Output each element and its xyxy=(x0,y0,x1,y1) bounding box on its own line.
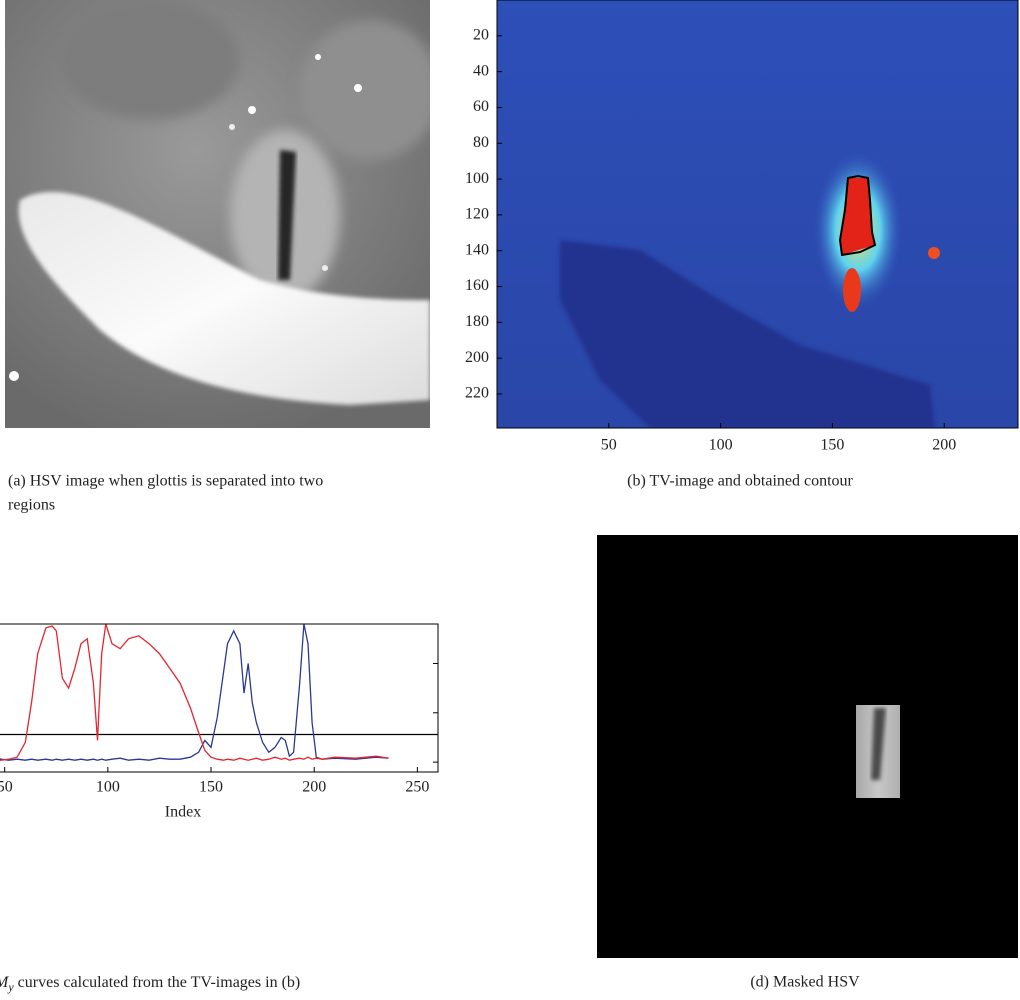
y-tick-label: 220 xyxy=(465,385,489,402)
x-tick-label: 100 xyxy=(709,437,733,454)
line-chart: 50 100 150 200 250 Index xyxy=(0,624,438,821)
series-line xyxy=(0,624,389,767)
y-tick-label: 100 xyxy=(465,170,489,187)
y-tick-label: 20 xyxy=(473,26,489,43)
x-tick-label: 250 xyxy=(405,779,429,796)
y-tick-label: 160 xyxy=(465,277,489,294)
heatmap-image xyxy=(497,0,1018,428)
masked-image xyxy=(597,535,1018,958)
caption: My curves calculated from the TV-images … xyxy=(0,974,300,994)
axes-frame xyxy=(0,624,438,772)
hsv-image xyxy=(5,0,440,428)
x-tick-label: 200 xyxy=(302,779,326,796)
caption: (b) TV-image and obtained contour xyxy=(627,473,853,490)
x-tick-label: 150 xyxy=(199,779,223,796)
y-tick-label: 80 xyxy=(473,134,489,151)
x-tick-label: 50 xyxy=(0,779,13,796)
y-tick-label: 40 xyxy=(473,62,489,79)
y-tick-label: 60 xyxy=(473,98,489,115)
caption: (d) Masked HSV xyxy=(750,974,860,991)
plot-area xyxy=(0,624,438,767)
x-tick-label: 150 xyxy=(820,437,844,454)
y-tick-label: 120 xyxy=(465,206,489,223)
figure: (a) HSV image when glottis is separated … xyxy=(0,0,1020,1000)
x-tick-label: 50 xyxy=(601,437,617,454)
x-axis-label: Index xyxy=(165,804,201,821)
caption-part: curves calculated from the TV-images in … xyxy=(14,974,301,991)
x-tick-label: 100 xyxy=(96,779,120,796)
y-tick-label: 200 xyxy=(465,349,489,366)
caption: regions xyxy=(8,497,55,514)
x-tick-label: 200 xyxy=(932,437,956,454)
caption: (a) HSV image when glottis is separated … xyxy=(8,473,323,490)
y-tick-label: 140 xyxy=(465,241,489,258)
y-tick-label: 180 xyxy=(465,313,489,330)
